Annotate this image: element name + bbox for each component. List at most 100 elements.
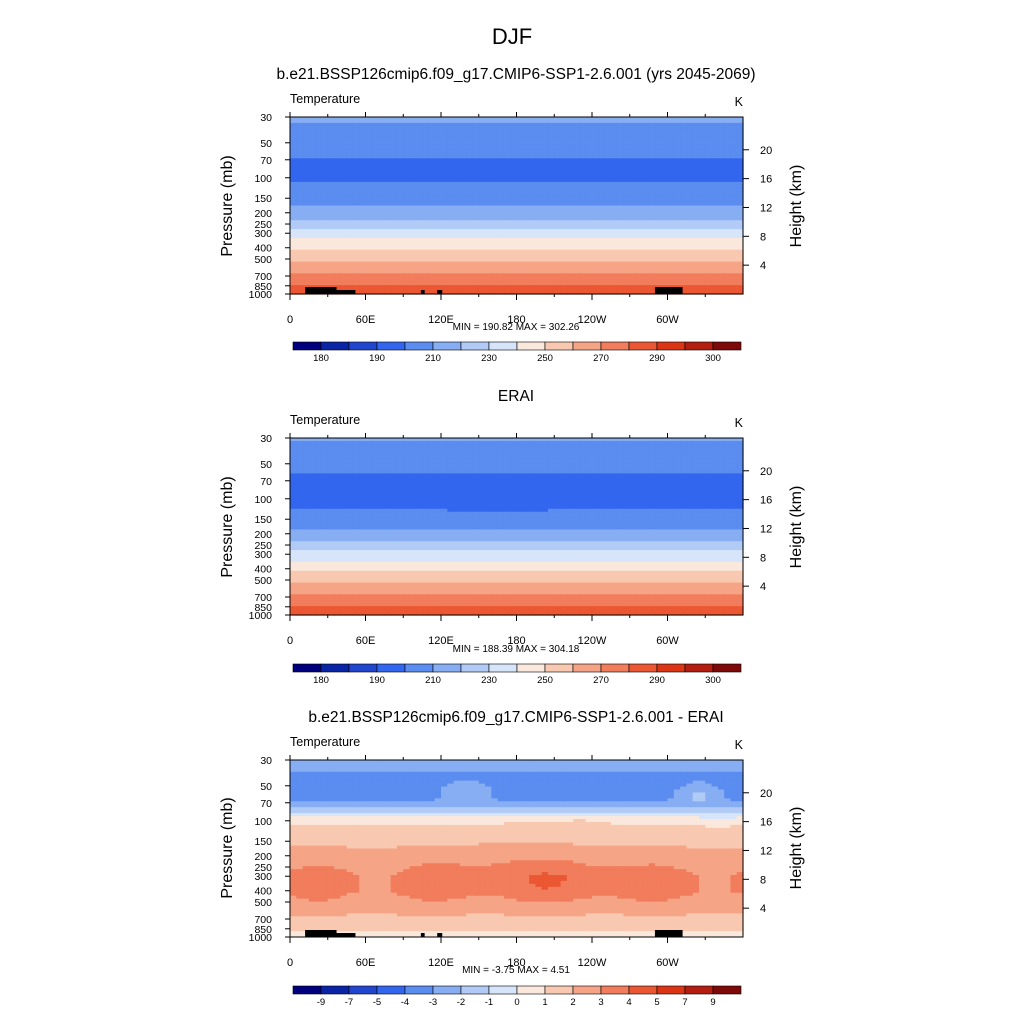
field-cell bbox=[680, 119, 687, 124]
field-cell bbox=[296, 181, 304, 186]
field-cell bbox=[441, 249, 448, 254]
field-cell bbox=[321, 131, 329, 136]
field-cell bbox=[290, 258, 297, 263]
field-cell bbox=[409, 243, 417, 248]
field-cell bbox=[642, 178, 650, 183]
field-cell bbox=[503, 217, 511, 221]
field-cell bbox=[598, 128, 606, 133]
field-cell bbox=[554, 291, 562, 295]
field-cell bbox=[466, 217, 474, 221]
field-cell bbox=[296, 178, 304, 183]
field-cell bbox=[459, 190, 467, 195]
field-cell bbox=[617, 193, 625, 198]
field-cell bbox=[724, 229, 732, 233]
field-cell bbox=[371, 117, 379, 121]
field-cell bbox=[604, 196, 612, 201]
field-cell bbox=[491, 161, 499, 165]
field-cell bbox=[680, 187, 687, 192]
field-cell bbox=[378, 270, 385, 274]
field-cell bbox=[472, 211, 480, 215]
field-cell bbox=[560, 184, 568, 189]
field-cell bbox=[371, 158, 379, 162]
field-cell bbox=[579, 229, 587, 233]
field-cell bbox=[516, 170, 524, 174]
field-cell bbox=[547, 243, 555, 248]
field-cell bbox=[296, 264, 304, 269]
field-cell bbox=[453, 173, 461, 177]
field-cell bbox=[585, 229, 593, 233]
field-cell bbox=[617, 184, 625, 189]
field-cell bbox=[491, 208, 499, 212]
field-cell bbox=[724, 264, 732, 269]
field-cell bbox=[648, 117, 656, 121]
field-cell bbox=[378, 279, 385, 283]
field-cell bbox=[573, 226, 581, 230]
field-cell bbox=[321, 196, 329, 201]
field-cell bbox=[340, 208, 348, 212]
field-cell bbox=[585, 252, 593, 257]
field-cell bbox=[346, 181, 354, 186]
field-cell bbox=[459, 264, 467, 269]
field-cell bbox=[296, 202, 304, 207]
field-cell bbox=[535, 223, 543, 227]
field-cell bbox=[566, 249, 574, 254]
field-cell bbox=[623, 202, 631, 207]
field-cell bbox=[610, 187, 618, 192]
field-cell bbox=[378, 237, 385, 242]
field-cell bbox=[680, 170, 687, 174]
y-tick-label: 100 bbox=[254, 173, 272, 185]
field-cell bbox=[636, 196, 643, 201]
field-cell bbox=[428, 193, 436, 198]
field-cell bbox=[441, 199, 448, 204]
field-cell bbox=[724, 249, 732, 254]
field-cell bbox=[692, 125, 700, 130]
field-cell bbox=[503, 264, 511, 269]
field-cell bbox=[541, 196, 549, 201]
field-cell bbox=[290, 176, 297, 180]
field-cell bbox=[422, 229, 430, 233]
field-cell bbox=[560, 252, 568, 257]
field-cell bbox=[472, 232, 480, 236]
field-cell bbox=[598, 196, 606, 201]
field-cell bbox=[409, 229, 417, 233]
field-cell bbox=[516, 249, 524, 254]
field-cell bbox=[592, 288, 599, 292]
field-cell bbox=[711, 164, 719, 168]
field-cell bbox=[541, 208, 549, 212]
field-cell bbox=[302, 128, 310, 133]
field-cell bbox=[648, 264, 656, 269]
field-cell bbox=[378, 173, 385, 177]
field-cell bbox=[617, 158, 625, 162]
field-cell bbox=[547, 258, 555, 263]
field-cell bbox=[321, 273, 329, 277]
field-cell bbox=[566, 125, 574, 130]
field-cell bbox=[522, 167, 530, 171]
field-cell bbox=[617, 176, 625, 180]
field-cell bbox=[334, 282, 341, 286]
field-cell bbox=[636, 143, 643, 148]
field-cell bbox=[598, 167, 606, 171]
field-cell bbox=[680, 152, 687, 156]
field-cell bbox=[529, 184, 536, 189]
field-cell bbox=[503, 137, 511, 142]
field-cell bbox=[485, 128, 492, 133]
field-cell bbox=[667, 208, 675, 212]
field-cell bbox=[384, 220, 392, 224]
field-cell bbox=[736, 258, 744, 263]
field-cell bbox=[579, 119, 587, 124]
field-cell bbox=[346, 279, 354, 283]
field-cell bbox=[711, 226, 719, 230]
field-cell bbox=[472, 214, 480, 218]
field-cell bbox=[466, 149, 474, 153]
field-cell bbox=[535, 291, 543, 295]
field-cell bbox=[598, 270, 606, 274]
field-cell bbox=[698, 285, 706, 289]
field-cell bbox=[667, 152, 675, 156]
field-cell bbox=[711, 208, 719, 212]
field-cell bbox=[623, 243, 631, 248]
field-cell bbox=[698, 273, 706, 277]
field-cell bbox=[434, 240, 442, 245]
field-cell bbox=[346, 229, 354, 233]
field-cell bbox=[648, 229, 656, 233]
field-cell bbox=[592, 119, 599, 124]
